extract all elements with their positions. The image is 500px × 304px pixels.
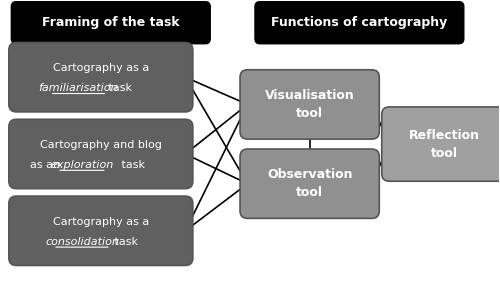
Text: familiarisation: familiarisation [38, 83, 118, 93]
Text: Cartography and blog: Cartography and blog [40, 140, 162, 150]
Text: task: task [110, 237, 138, 247]
FancyBboxPatch shape [240, 70, 380, 139]
Text: Functions of cartography: Functions of cartography [272, 16, 448, 29]
Text: Cartography as a: Cartography as a [52, 217, 149, 227]
FancyBboxPatch shape [9, 43, 193, 112]
Text: consolidation: consolidation [45, 237, 119, 247]
FancyBboxPatch shape [255, 2, 464, 44]
FancyBboxPatch shape [12, 2, 210, 44]
FancyBboxPatch shape [9, 196, 193, 265]
Text: task: task [104, 83, 132, 93]
Text: Observation
tool: Observation tool [267, 168, 352, 199]
Text: Cartography as a: Cartography as a [52, 63, 149, 73]
Text: Visualisation
tool: Visualisation tool [265, 89, 354, 120]
FancyBboxPatch shape [382, 107, 500, 181]
Text: exploration: exploration [50, 160, 114, 170]
Text: Framing of the task: Framing of the task [42, 16, 179, 29]
FancyBboxPatch shape [240, 149, 380, 218]
Text: as an: as an [30, 160, 64, 170]
Text: Reflection
tool: Reflection tool [408, 129, 480, 160]
FancyBboxPatch shape [9, 119, 193, 189]
Text: task: task [118, 160, 145, 170]
